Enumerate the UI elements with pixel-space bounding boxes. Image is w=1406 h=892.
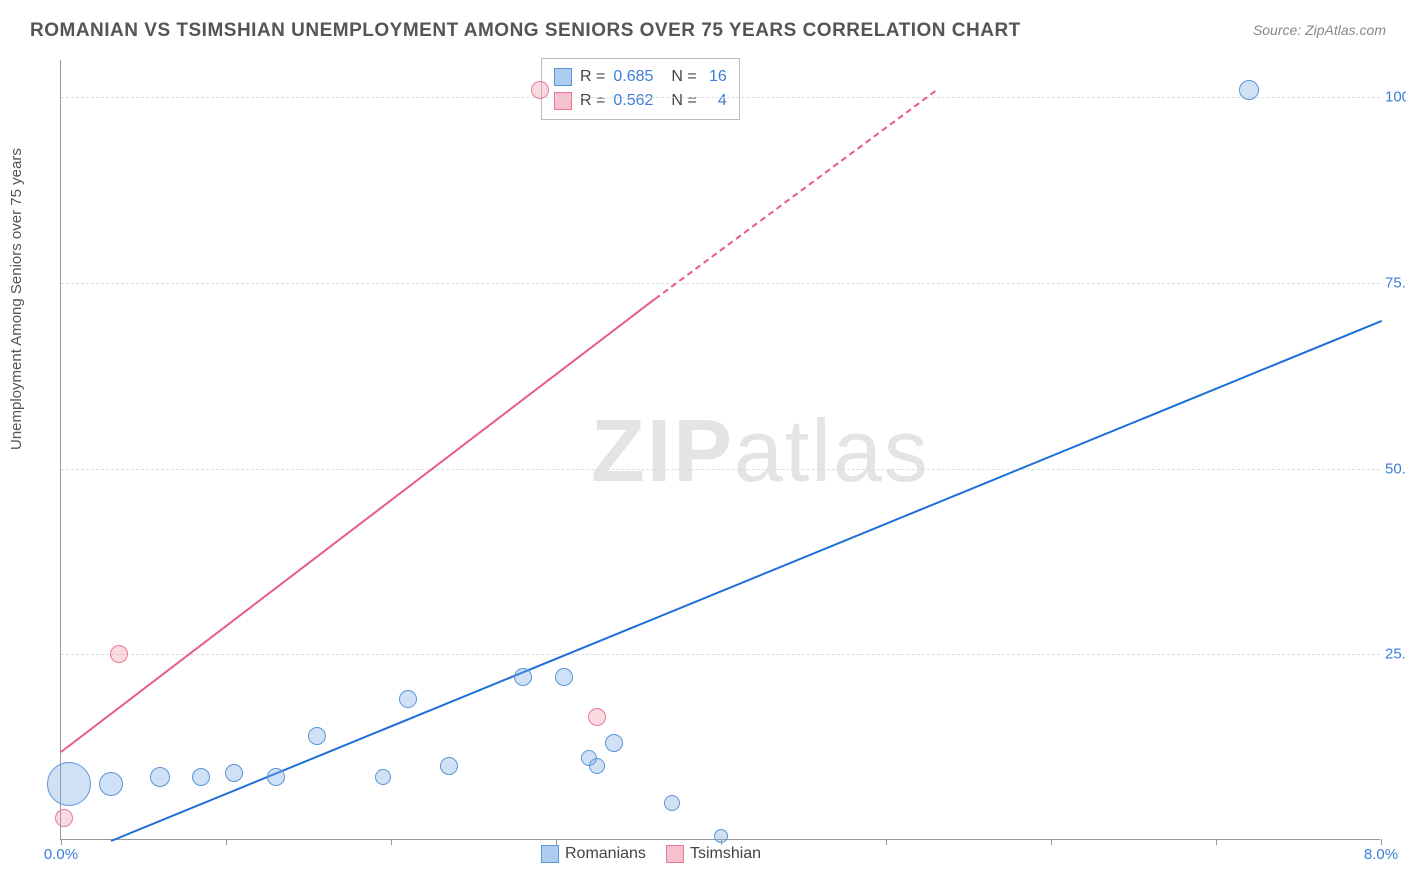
- trend-line: [110, 320, 1381, 842]
- x-tick: [1216, 839, 1217, 845]
- data-point-romanians: [192, 768, 210, 786]
- data-point-romanians: [225, 764, 243, 782]
- plot-area: ZIPatlas R = 0.685 N = 16 R = 0.562 N = …: [60, 60, 1380, 840]
- legend-label-tsimshian: Tsimshian: [690, 845, 761, 863]
- legend-bottom: Romanians Tsimshian: [541, 845, 761, 863]
- stat-r-value-romanians: 0.685: [613, 65, 653, 89]
- stats-box: R = 0.685 N = 16 R = 0.562 N = 4: [541, 58, 740, 120]
- watermark: ZIPatlas: [591, 400, 930, 502]
- data-point-romanians: [440, 757, 458, 775]
- x-tick: [1381, 839, 1382, 845]
- chart-title: ROMANIAN VS TSIMSHIAN UNEMPLOYMENT AMONG…: [30, 20, 1021, 42]
- data-point-romanians: [47, 762, 91, 806]
- trend-line-dashed: [654, 90, 936, 300]
- gridline: [61, 283, 1380, 284]
- data-point-romanians: [514, 668, 532, 686]
- legend-swatch-blue-icon: [541, 845, 559, 863]
- x-tick: [556, 839, 557, 845]
- gridline: [61, 97, 1380, 98]
- source-credit: Source: ZipAtlas.com: [1253, 22, 1386, 38]
- x-tick: [886, 839, 887, 845]
- data-point-romanians: [399, 690, 417, 708]
- gridline: [61, 654, 1380, 655]
- data-point-romanians: [555, 668, 573, 686]
- swatch-blue-icon: [554, 68, 572, 86]
- stat-n-label: N =: [671, 65, 696, 89]
- legend-item-romanians: Romanians: [541, 845, 646, 863]
- data-point-romanians: [150, 767, 170, 787]
- stat-r-label-2: R =: [580, 89, 605, 113]
- y-tick-label: 100.0%: [1385, 89, 1406, 106]
- legend-item-tsimshian: Tsimshian: [666, 845, 761, 863]
- data-point-tsimshian: [588, 708, 606, 726]
- x-tick: [1051, 839, 1052, 845]
- data-point-tsimshian: [110, 645, 128, 663]
- watermark-bold: ZIP: [591, 401, 734, 500]
- data-point-romanians: [714, 829, 728, 843]
- watermark-light: atlas: [734, 401, 930, 500]
- data-point-romanians: [99, 772, 123, 796]
- stat-r-value-tsimshian: 0.562: [613, 89, 653, 113]
- stat-r-label: R =: [580, 65, 605, 89]
- data-point-romanians: [308, 727, 326, 745]
- stat-n-value-tsimshian: 4: [705, 89, 727, 113]
- gridline: [61, 469, 1380, 470]
- legend-swatch-pink-icon: [666, 845, 684, 863]
- data-point-romanians: [605, 734, 623, 752]
- data-point-romanians: [375, 769, 391, 785]
- stats-row-tsimshian: R = 0.562 N = 4: [554, 89, 727, 113]
- data-point-tsimshian: [55, 809, 73, 827]
- x-tick-label: 0.0%: [44, 846, 78, 863]
- data-point-tsimshian: [531, 81, 549, 99]
- data-point-romanians: [589, 758, 605, 774]
- y-axis-label: Unemployment Among Seniors over 75 years: [8, 148, 25, 450]
- stat-n-value-romanians: 16: [705, 65, 727, 89]
- x-tick: [226, 839, 227, 845]
- x-tick: [391, 839, 392, 845]
- swatch-pink-icon: [554, 92, 572, 110]
- data-point-romanians: [267, 768, 285, 786]
- x-tick-label: 8.0%: [1364, 846, 1398, 863]
- y-tick-label: 75.0%: [1385, 274, 1406, 291]
- stat-n-label-2: N =: [671, 89, 696, 113]
- y-tick-label: 50.0%: [1385, 460, 1406, 477]
- stats-row-romanians: R = 0.685 N = 16: [554, 65, 727, 89]
- data-point-romanians: [1239, 80, 1259, 100]
- legend-label-romanians: Romanians: [565, 845, 646, 863]
- data-point-romanians: [664, 795, 680, 811]
- y-tick-label: 25.0%: [1385, 646, 1406, 663]
- x-tick: [61, 839, 62, 845]
